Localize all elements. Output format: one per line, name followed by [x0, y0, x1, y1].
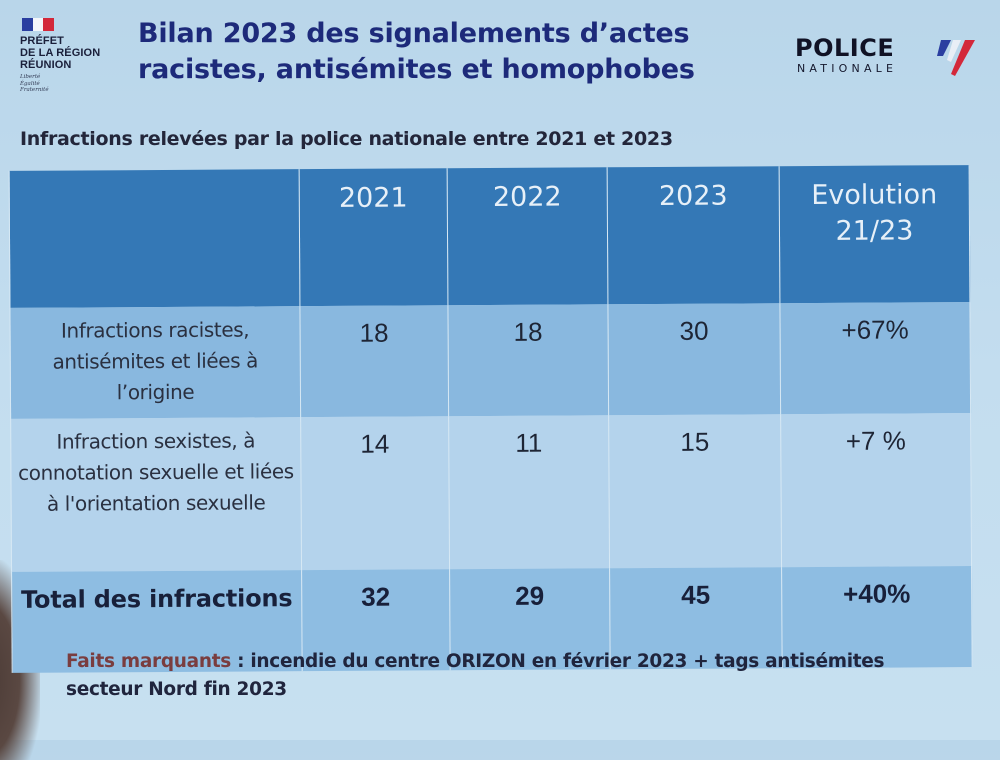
motto-fraternite: Fraternité — [20, 87, 49, 93]
cell-2021: 14 — [300, 416, 450, 571]
police-logo-word: POLICE — [795, 34, 895, 62]
motto-liberte: Liberté — [20, 74, 41, 80]
cell-evolution: +67% — [779, 302, 971, 415]
police-tricolor-icon — [937, 40, 975, 76]
header-evolution: Evolution 21/23 — [779, 165, 970, 304]
table-row: Infractions racistes, antisémites et lié… — [9, 302, 971, 419]
slide-title-line-1: Bilan 2023 des signalements d’actes — [138, 18, 690, 49]
cell-evolution: +7 % — [780, 413, 972, 568]
table-subtitle: Infractions relevées par la police natio… — [20, 128, 673, 150]
header-evolution-line-1: Evolution — [811, 179, 938, 212]
row-label: Infraction sexistes, à connotation sexue… — [10, 417, 302, 572]
republic-motto: Liberté Égalité Fraternité — [20, 74, 130, 94]
cell-2021: 18 — [299, 305, 449, 418]
cell-2022: 11 — [448, 415, 610, 570]
slide-title: Bilan 2023 des signalements d’actes raci… — [138, 16, 758, 88]
motto-egalite: Égalité — [20, 80, 40, 87]
header-2021: 2021 — [299, 168, 448, 307]
prefecture-line-2: DE LA RÉGION — [20, 47, 101, 59]
header-empty-cell — [9, 169, 300, 308]
infractions-table: 2021 2022 2023 Evolution 21/23 Infractio… — [9, 165, 973, 673]
police-logo-sub: NATIONALE — [797, 62, 898, 75]
table-header-row: 2021 2022 2023 Evolution 21/23 — [9, 165, 970, 308]
cell-2023: 30 — [607, 303, 781, 416]
french-flag-icon — [22, 18, 55, 31]
prefecture-logo: PRÉFET DE LA RÉGION RÉUNION Liberté Égal… — [20, 18, 130, 94]
row-label: Infractions racistes, antisémites et lié… — [9, 306, 301, 419]
header-2022: 2022 — [447, 167, 608, 306]
key-facts: Faits marquants : incendie du centre ORI… — [66, 648, 886, 704]
header-evolution-line-2: 21/23 — [835, 215, 914, 247]
table-row: Infraction sexistes, à connotation sexue… — [10, 413, 972, 572]
key-facts-lead: Faits marquants — [66, 651, 231, 672]
prefecture-name: PRÉFET DE LA RÉGION RÉUNION — [20, 35, 130, 71]
prefecture-line-1: PRÉFET — [20, 35, 64, 47]
key-facts-text: : incendie du centre ORIZON en février 2… — [66, 651, 885, 700]
prefecture-line-3: RÉUNION — [20, 59, 72, 71]
slide-title-line-2: racistes, antisémites et homophobes — [138, 54, 695, 85]
header-2023: 2023 — [607, 166, 780, 305]
cell-2023: 15 — [608, 414, 782, 569]
cell-2022: 18 — [447, 304, 609, 417]
police-nationale-logo: POLICE NATIONALE — [795, 34, 995, 76]
